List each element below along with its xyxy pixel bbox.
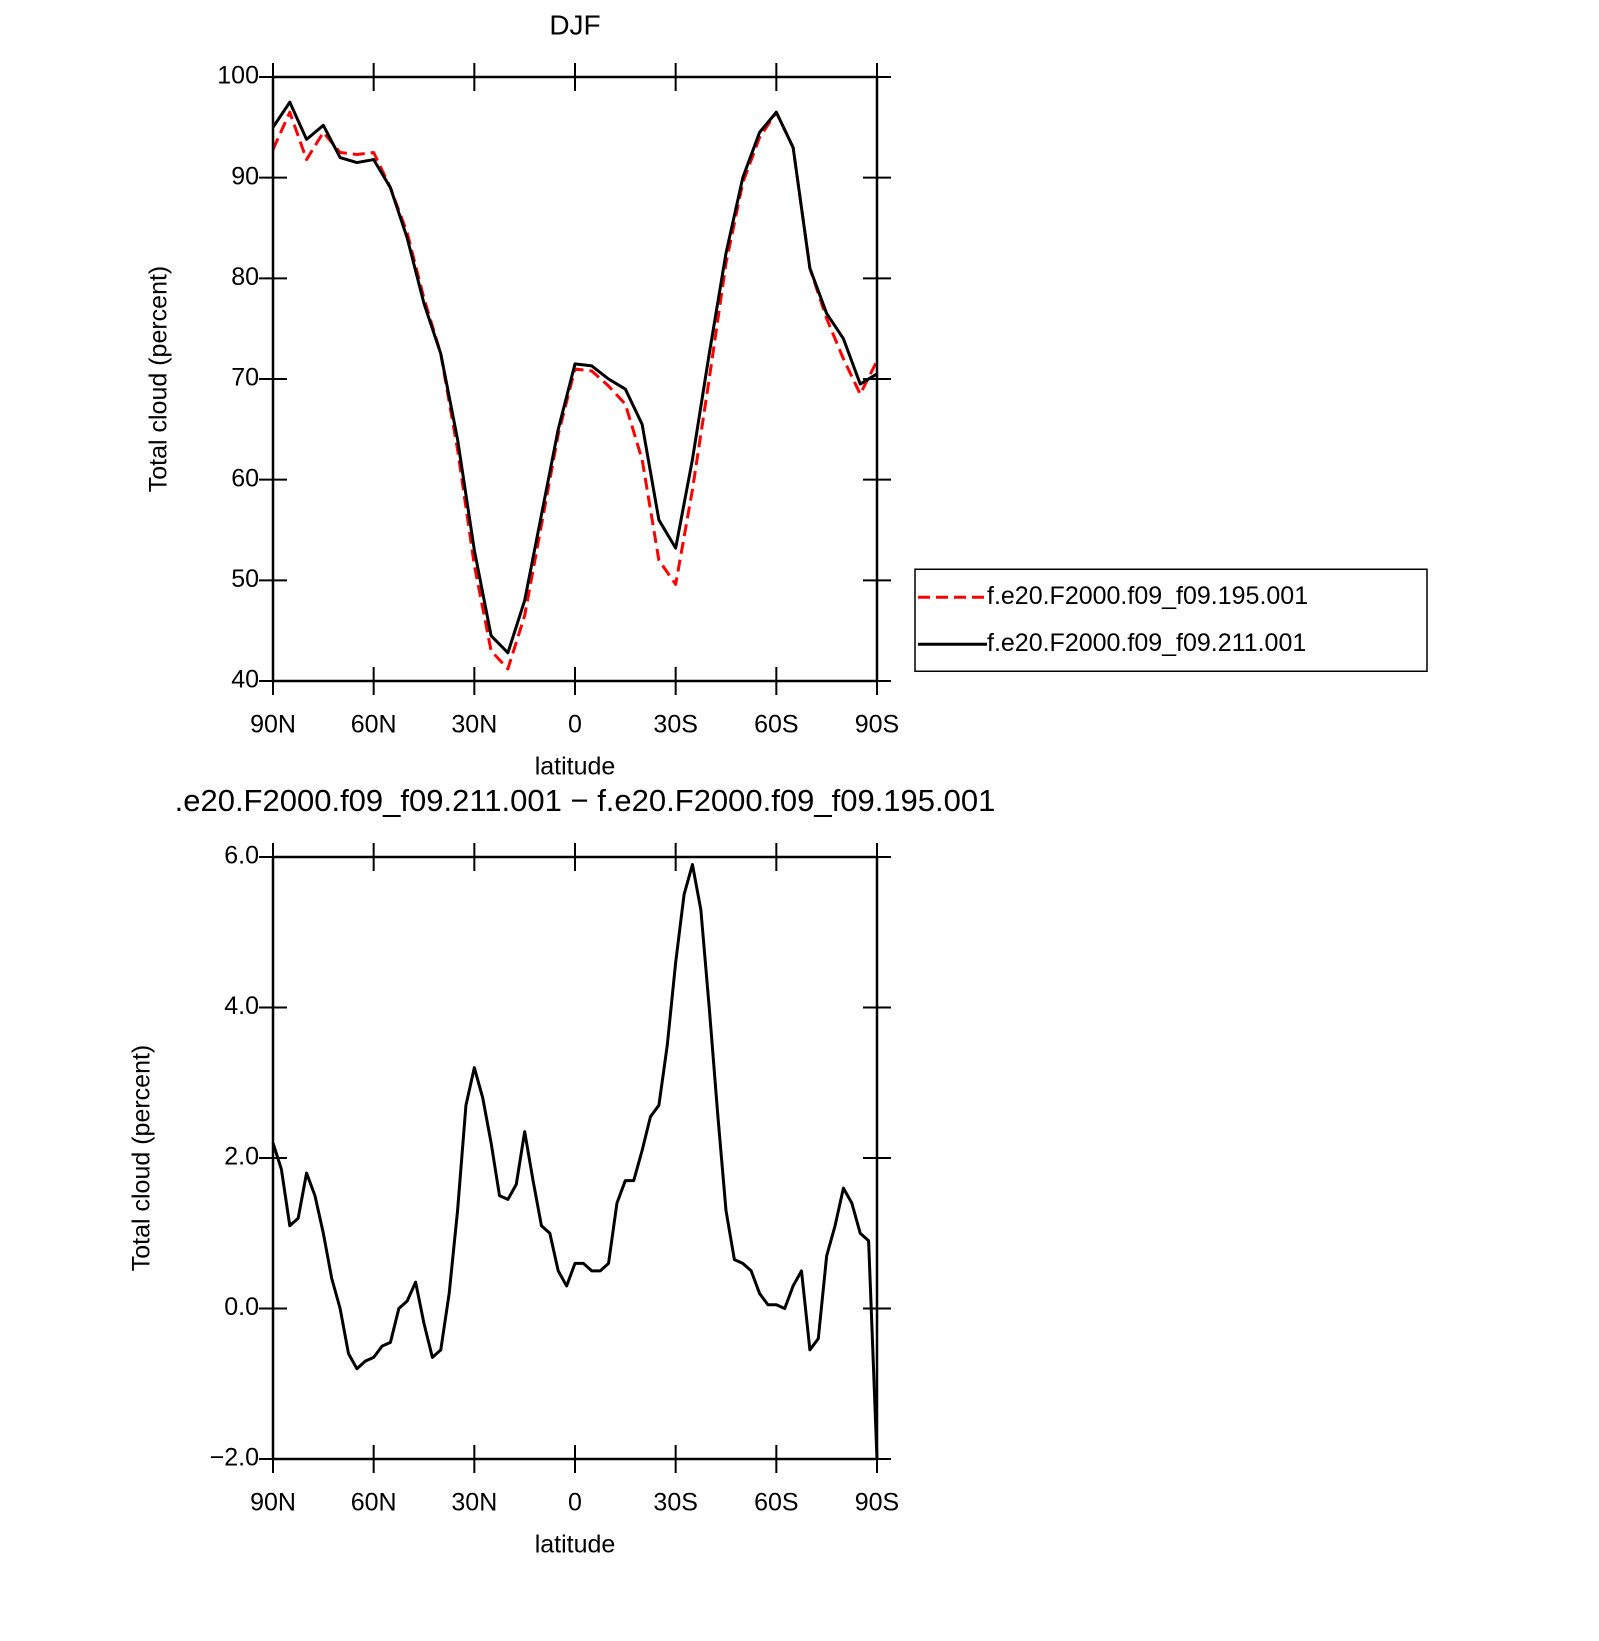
y-tick-label: 2.0 <box>224 1143 259 1171</box>
x-axis-label: latitude <box>535 1531 616 1559</box>
x-tick-label: 90S <box>855 1489 899 1517</box>
x-axis-label: latitude <box>535 753 616 781</box>
y-tick-label: 60 <box>231 464 259 492</box>
data-line <box>271 863 879 1460</box>
x-tick-label: 90S <box>855 711 899 739</box>
x-tick-label: 60N <box>351 1489 397 1517</box>
y-tick-label: 4.0 <box>224 992 259 1020</box>
y-tick-label: 80 <box>231 263 259 291</box>
x-tick-label: 30S <box>653 711 697 739</box>
plot-frame <box>271 855 879 1461</box>
y-tick-label: 6.0 <box>224 842 259 870</box>
legend-label: f.e20.F2000.f09_f09.211.001 <box>987 629 1306 657</box>
x-tick-label: 30N <box>451 711 497 739</box>
plot-frame <box>271 75 879 683</box>
y-tick-label: 100 <box>217 62 259 90</box>
x-tick-label: 60S <box>754 1489 798 1517</box>
x-tick-label: 60S <box>754 711 798 739</box>
x-tick-label: 30S <box>653 1489 697 1517</box>
x-tick-label: 90N <box>250 1489 296 1517</box>
legend-label: f.e20.F2000.f09_f09.195.001 <box>987 582 1308 610</box>
y-tick-label: 90 <box>231 162 259 190</box>
data-line <box>271 100 878 655</box>
x-tick-label: 60N <box>351 711 397 739</box>
legend-box <box>914 568 1428 673</box>
x-tick-label: 0 <box>568 1489 582 1517</box>
chart-title: DJF <box>549 9 600 40</box>
data-line <box>271 110 879 671</box>
y-axis-label: Total cloud (percent) <box>145 266 173 493</box>
x-tick-label: 30N <box>451 1489 497 1517</box>
y-tick-label: 0.0 <box>224 1293 259 1321</box>
y-tick-label: −2.0 <box>210 1444 259 1472</box>
x-tick-label: 90N <box>250 711 296 739</box>
y-axis-label: Total cloud (percent) <box>128 1045 156 1272</box>
x-tick-label: 0 <box>568 711 582 739</box>
y-tick-label: 70 <box>231 364 259 392</box>
y-tick-label: 50 <box>231 565 259 593</box>
y-tick-label: 40 <box>231 666 259 694</box>
chart-title: .e20.F2000.f09_f09.211.001 − f.e20.F2000… <box>175 783 996 818</box>
